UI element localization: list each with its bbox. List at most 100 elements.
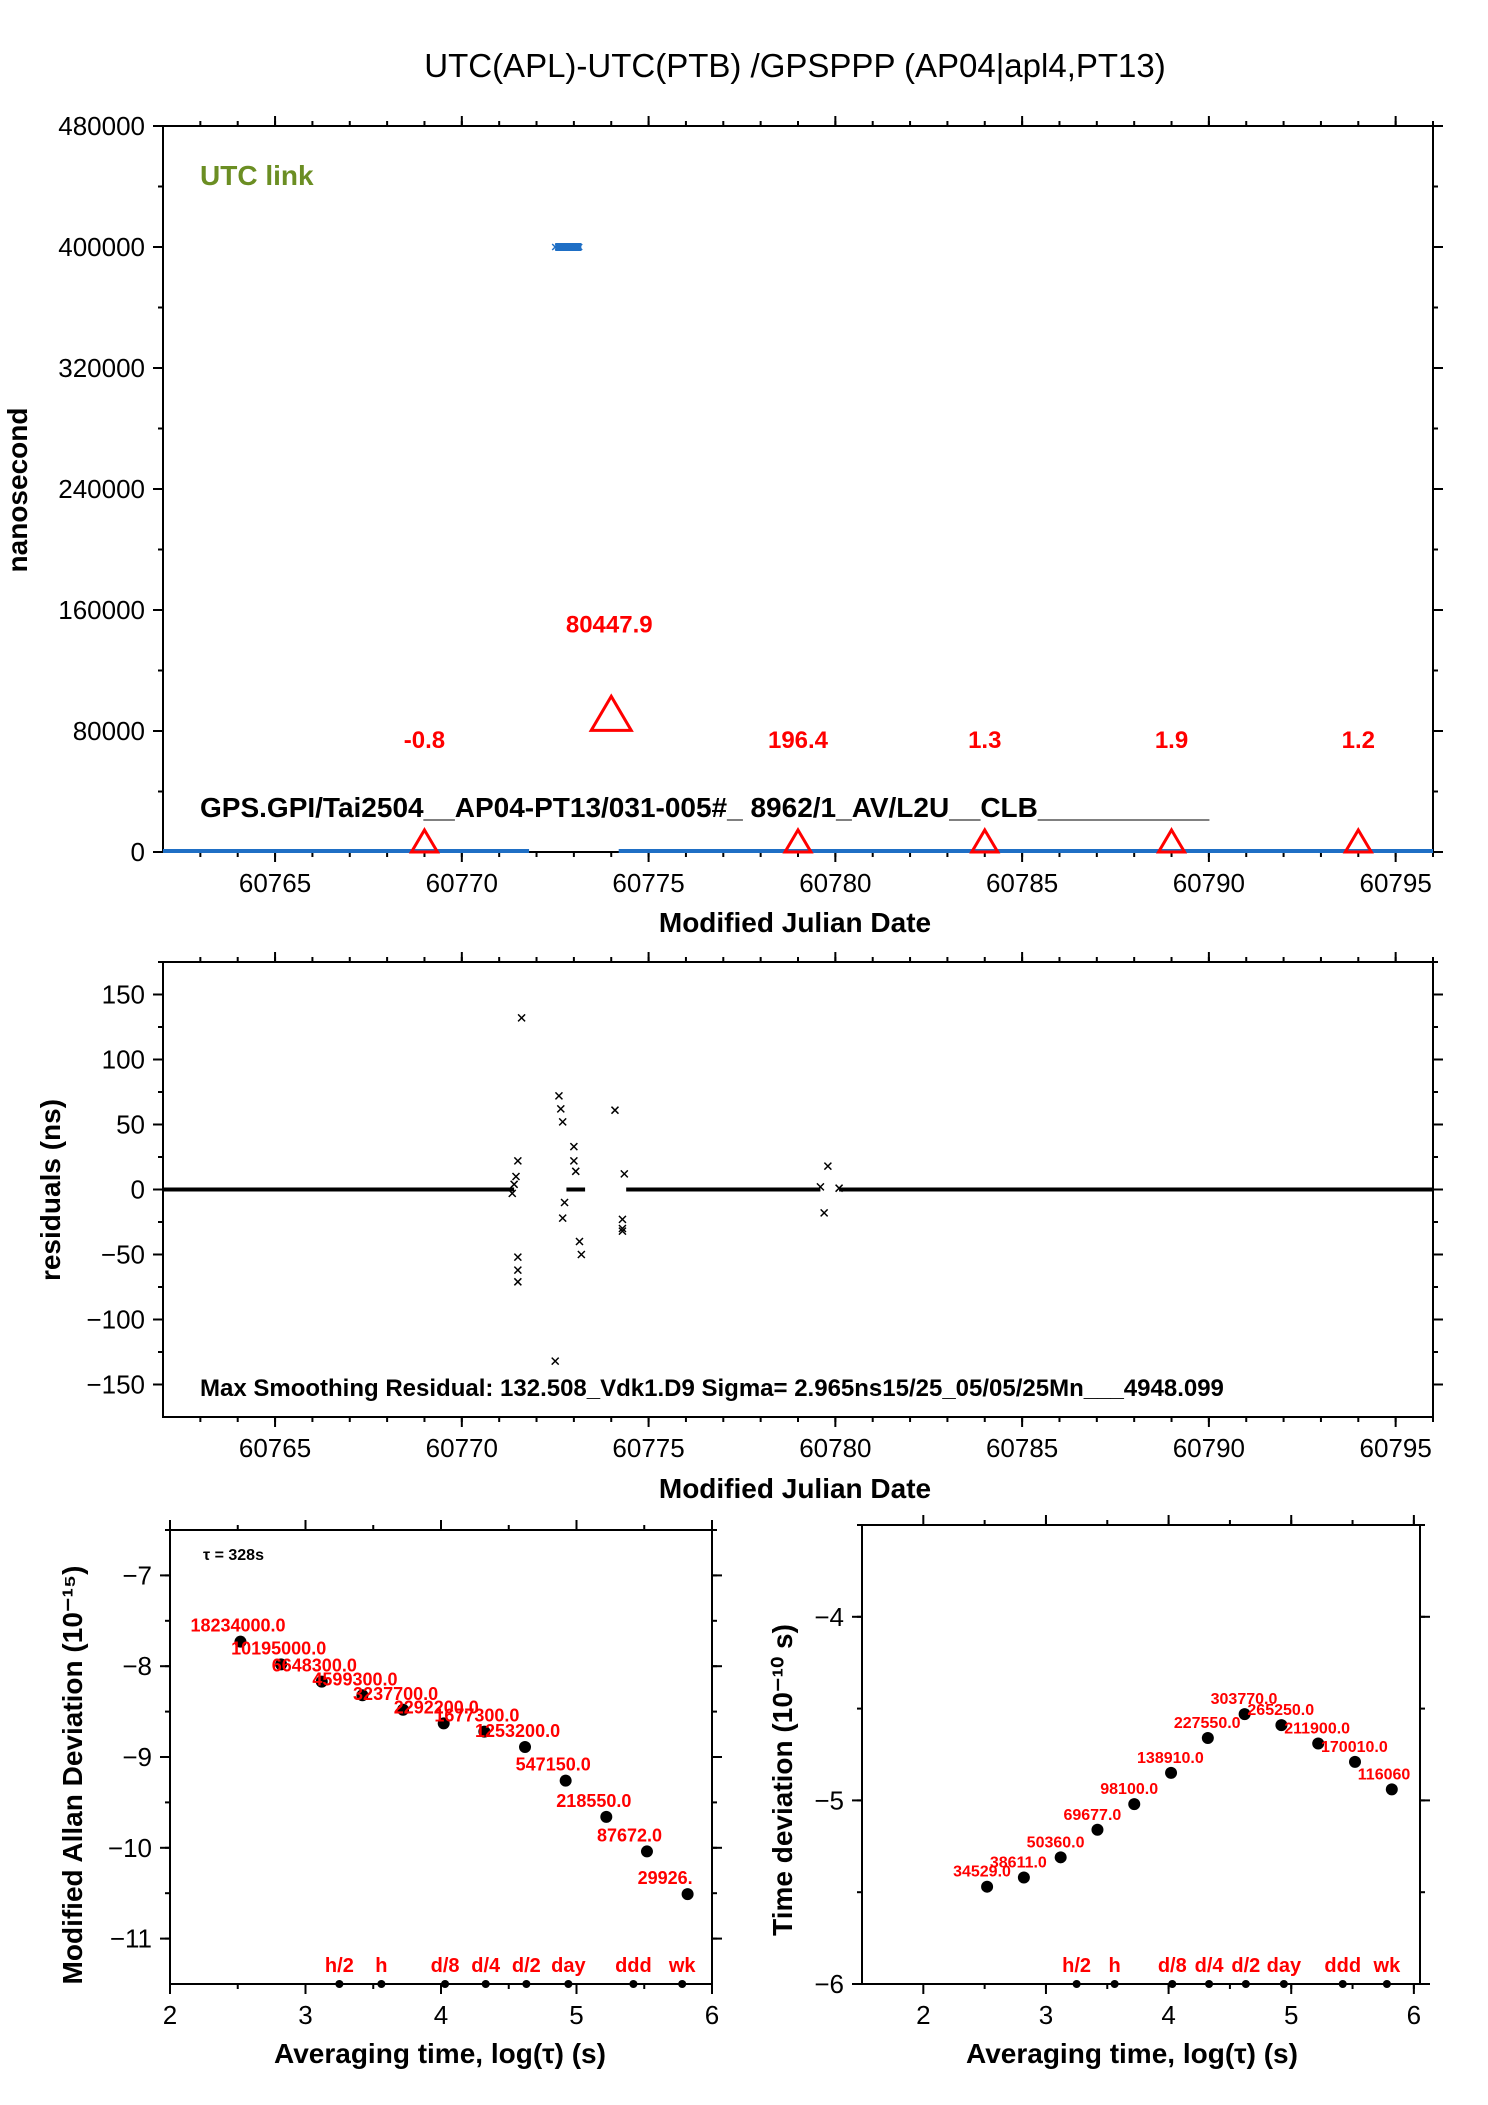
p4-interval-label: wk: [1373, 1955, 1402, 1977]
p4-point-label: 69677.0: [1063, 1807, 1121, 1824]
p2-residual-point: [575, 1237, 584, 1246]
residuals-panel: Max Smoothing Residual: 132.508_Vdk1.D9 …: [35, 952, 1443, 1504]
p4-ytick-label: −4: [814, 1602, 844, 1632]
p2-residual-point: [618, 1227, 627, 1236]
p4-xtick-label: 6: [1407, 2000, 1421, 2030]
p3-mdev-point: [437, 1717, 450, 1730]
p3-point-label: 87672.0: [597, 1825, 662, 1845]
p4-interval-dot: [1338, 1980, 1347, 1988]
p2-residual-point: [571, 1167, 580, 1176]
p1-discontinuity-marker: [782, 827, 814, 854]
p2-residual-point: [560, 1198, 569, 1207]
p3-mdev-point: [681, 1888, 694, 1901]
p1-xtick-label: 60790: [1173, 868, 1245, 898]
p2-residual-point: [618, 1224, 627, 1233]
p1-xtick-label: 60780: [799, 868, 871, 898]
p3-interval-label: day: [551, 1955, 586, 1977]
p3-interval-label: d/2: [512, 1955, 541, 1977]
p2-ytick-label: 150: [102, 980, 145, 1010]
p3-ytick-label: −11: [110, 1924, 152, 1954]
p2-residual-point: [835, 1184, 844, 1193]
link-info-text: GPS.GPI/Tai2504__AP04-PT13/031-005#_ 896…: [200, 792, 1210, 823]
p1-marker-label: 80447.9: [566, 611, 653, 638]
p1-discontinuity-marker: [1342, 827, 1374, 854]
p3-interval-dot: [522, 1980, 531, 1988]
p4-point-label: 265250.0: [1247, 1702, 1314, 1719]
p3-point-label: 6648300.0: [272, 1656, 357, 1676]
p3-point-label: 18234000.0: [190, 1616, 285, 1636]
utc-link-panel: UTC link GPS.GPI/Tai2504__AP04-PT13/031-…: [2, 111, 1443, 938]
p1-ytick-label: 480000: [58, 111, 145, 141]
p4-tdev-point: [1238, 1708, 1251, 1721]
p4-interval-label: day: [1267, 1955, 1302, 1977]
p3-mdev-point: [640, 1845, 653, 1858]
p2-residual-point: [618, 1215, 627, 1224]
p2-ytick-label: 50: [116, 1110, 145, 1140]
p1-xtick-label: 60775: [612, 868, 684, 898]
p2-residual-point: [508, 1189, 517, 1198]
p3-interval-dot: [335, 1980, 344, 1988]
p2-residual-point: [510, 1180, 519, 1189]
p4-ylabel: Time deviation (10⁻¹⁰ s): [767, 1624, 798, 1936]
p1-marker-label: 196.4: [768, 727, 829, 754]
p4-point-label: 211900.0: [1284, 1720, 1350, 1737]
p3-ytick-label: −9: [122, 1742, 152, 1772]
p1-xlabel: Modified Julian Date: [659, 907, 931, 938]
p4-interval-label: ddd: [1324, 1955, 1361, 1977]
p4-tdev-point: [1385, 1783, 1398, 1796]
p4-tdev-point: [1128, 1798, 1141, 1811]
p3-mdev-point: [519, 1741, 532, 1754]
p1-data-segment: [555, 243, 582, 251]
p3-mdev-point: [478, 1725, 491, 1738]
p4-tdev-point: [1201, 1731, 1214, 1744]
p4-xtick-label: 2: [916, 2000, 930, 2030]
p3-mdev-point: [234, 1635, 247, 1648]
p2-residual-point: [556, 1104, 565, 1113]
p2-residual-point: [513, 1156, 522, 1165]
p2-residual-point: [577, 1250, 586, 1259]
p4-point-label: 38611.0: [990, 1855, 1047, 1872]
p1-xtick-label: 60770: [426, 868, 498, 898]
p3-interval-dot: [441, 1980, 450, 1988]
p4-interval-dot: [1168, 1980, 1177, 1988]
p4-ytick-label: −6: [814, 1969, 844, 1999]
p3-xtick-label: 6: [705, 2000, 719, 2030]
p1-data-point: [575, 243, 583, 251]
p3-mdev-point: [356, 1689, 369, 1702]
p2-ytick-label: 0: [131, 1175, 145, 1205]
p2-residual-point: [513, 1253, 522, 1262]
p2-xtick-label: 60795: [1359, 1433, 1431, 1463]
p3-xtick-label: 4: [434, 2000, 448, 2030]
tau-note: τ = 328s: [203, 1547, 264, 1564]
p3-ytick-label: −7: [122, 1560, 152, 1590]
p4-interval-dot: [1072, 1980, 1081, 1988]
p4-interval-label: h/2: [1062, 1955, 1091, 1977]
p1-ylabel: nanosecond: [2, 408, 33, 573]
p2-residual-point: [511, 1172, 521, 1181]
p3-mdev-point: [315, 1675, 328, 1688]
p3-interval-label: h/2: [325, 1955, 354, 1977]
p4-interval-label: h: [1109, 1955, 1121, 1977]
p3-point-label: 547150.0: [516, 1755, 591, 1775]
p1-xtick-label: 60765: [239, 868, 311, 898]
p3-point-label: 1253200.0: [475, 1721, 560, 1741]
p2-xtick-label: 60765: [239, 1433, 311, 1463]
p3-interval-dot: [629, 1980, 638, 1988]
p3-mdev-point: [559, 1774, 572, 1787]
utc-link-legend: UTC link: [200, 160, 314, 191]
p1-ytick-label: 400000: [58, 232, 145, 262]
p4-xtick-label: 3: [1039, 2000, 1053, 2030]
p2-xtick-label: 60780: [799, 1433, 871, 1463]
p4-point-label: 170010.0: [1321, 1739, 1388, 1756]
p4-point-label: 227550.0: [1174, 1715, 1241, 1732]
p2-ytick-label: −100: [86, 1305, 145, 1335]
p4-interval-dot: [1110, 1980, 1119, 1988]
p3-point-label: 1677300.0: [434, 1706, 519, 1726]
p3-interval-dot: [481, 1980, 490, 1988]
p4-tdev-point: [1312, 1737, 1325, 1750]
p2-residual-point: [569, 1156, 578, 1165]
p4-interval-dot: [1279, 1980, 1288, 1988]
p2-residual-point: [610, 1106, 620, 1115]
p4-tdev-point: [1054, 1851, 1067, 1864]
p4-tdev-point: [981, 1880, 994, 1893]
